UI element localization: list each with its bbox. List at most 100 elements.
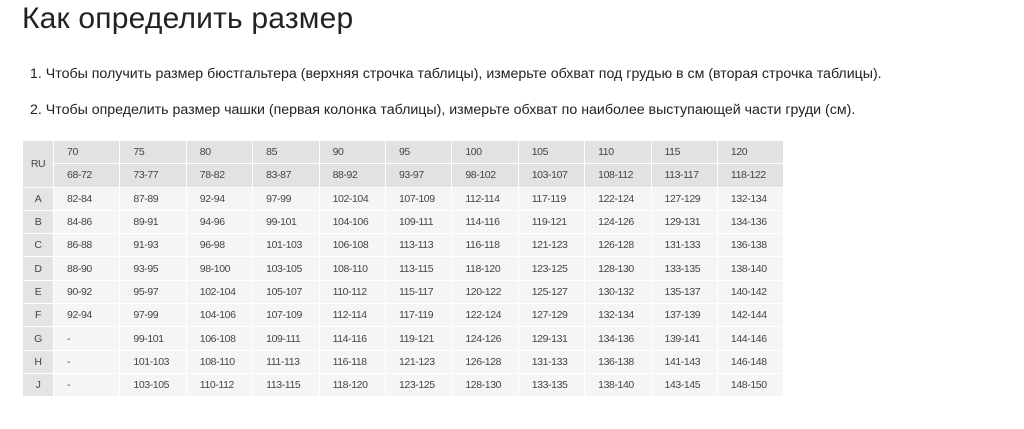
bust-cell: 87-89 xyxy=(119,186,187,211)
bust-cell: 122-124 xyxy=(451,303,519,328)
bust-cell: 128-130 xyxy=(451,372,519,398)
size-header-cell: 105 xyxy=(517,139,586,165)
bust-cell: 92-94 xyxy=(185,186,254,211)
bust-cell: 86-88 xyxy=(52,233,121,258)
bust-cell: 135-137 xyxy=(650,279,718,305)
bust-cell: 94-96 xyxy=(185,209,254,235)
bust-cell: 132-134 xyxy=(584,303,652,328)
instruction-step-1: 1. Чтобы получить размер бюстгальтера (в… xyxy=(30,66,882,82)
size-header-cell: 80 xyxy=(185,139,254,165)
bust-cell: 137-139 xyxy=(650,303,718,328)
cup-label: J xyxy=(22,372,54,398)
bust-cell: 146-148 xyxy=(716,349,785,374)
size-header-cell: 110 xyxy=(584,139,652,165)
bust-cell: 106-108 xyxy=(318,233,386,258)
bust-cell: - xyxy=(52,326,121,351)
bust-cell: 112-114 xyxy=(451,186,519,211)
bust-cell: 132-134 xyxy=(716,186,785,211)
underbust-cell: 88-92 xyxy=(318,163,386,188)
size-header-cell: 85 xyxy=(252,139,320,165)
header-row-underbust: 68-72 73-77 78-82 83-87 88-92 93-97 98-102 103-… xyxy=(23,163,785,188)
bust-cell: 116-118 xyxy=(318,349,386,374)
instruction-step-2: 2. Чтобы определить размер чашки (первая… xyxy=(30,102,856,118)
bust-cell: 126-128 xyxy=(451,349,519,374)
bust-cell: 134-136 xyxy=(584,326,652,351)
bust-cell: 142-144 xyxy=(716,303,785,328)
bust-cell: 124-126 xyxy=(584,209,652,235)
size-header-cell: 75 xyxy=(119,139,187,165)
underbust-cell: 98-102 xyxy=(451,163,519,188)
bust-cell: 116-118 xyxy=(451,233,519,258)
underbust-cell: 68-72 xyxy=(52,163,121,188)
bust-cell: 92-94 xyxy=(52,303,121,328)
size-chart-table: RU 70 75 80 85 90 95 100 105 110 115 120 68-72 73-77 7… xyxy=(22,139,785,398)
table-row: G -99-101 106-108 109-111 114-116 119-121 124-… xyxy=(22,326,785,351)
bust-cell: 141-143 xyxy=(650,349,718,374)
underbust-cell: 108-112 xyxy=(584,163,652,188)
bust-cell: 113-115 xyxy=(384,256,453,281)
bust-cell: 90-92 xyxy=(52,279,121,305)
bust-cell: 82-84 xyxy=(52,186,121,211)
cup-label: F xyxy=(22,303,54,328)
bust-cell: 133-135 xyxy=(650,256,718,281)
size-header-cell: 90 xyxy=(318,139,386,165)
bust-cell: 114-116 xyxy=(318,326,386,351)
bust-cell: 115-117 xyxy=(384,279,453,305)
size-header-cell: 100 xyxy=(451,139,519,165)
bust-cell: 123-125 xyxy=(517,256,586,281)
bust-cell: 148-150 xyxy=(716,372,785,398)
underbust-cell: 78-82 xyxy=(185,163,254,188)
bust-cell: 118-120 xyxy=(451,256,519,281)
bust-cell: 102-104 xyxy=(318,186,386,211)
page-title: Как определить размер xyxy=(22,2,354,35)
bust-cell: 118-120 xyxy=(318,372,386,398)
corner-label: RU xyxy=(22,140,54,188)
table-row: B 84-86 89-91 94-96 99-101 104-106 109-111 114-… xyxy=(22,209,785,235)
bust-cell: 108-110 xyxy=(318,256,386,281)
bust-cell: 119-121 xyxy=(517,209,586,235)
bust-cell: 93-95 xyxy=(119,256,187,281)
bust-cell: 133-135 xyxy=(517,372,586,398)
bust-cell: 139-141 xyxy=(650,326,718,351)
cup-label: C xyxy=(22,233,54,258)
table-row: J -103-105 110-112 113-115 118-120 123-125 128… xyxy=(22,372,785,398)
underbust-cell: 83-87 xyxy=(252,163,320,188)
bust-cell: 104-106 xyxy=(318,209,386,235)
bust-cell: 84-86 xyxy=(52,209,121,235)
bust-cell: 129-131 xyxy=(650,209,718,235)
bust-cell: 104-106 xyxy=(185,303,254,328)
bust-cell: 101-103 xyxy=(119,349,187,374)
table-row: E 90-92 95-97 102-104 105-107 110-112 115-117 1… xyxy=(22,279,785,305)
cup-label: D xyxy=(22,256,54,281)
bust-cell: 101-103 xyxy=(252,233,320,258)
bust-cell: 114-116 xyxy=(451,209,519,235)
table-row: F 92-94 97-99 104-106 107-109 112-114 117-119 1… xyxy=(22,303,785,328)
bust-cell: 123-125 xyxy=(384,372,453,398)
bust-cell: 121-123 xyxy=(517,233,586,258)
header-row-sizes: RU 70 75 80 85 90 95 100 105 110 115 120 xyxy=(22,139,785,188)
bust-cell: 122-124 xyxy=(584,186,652,211)
bust-cell: 134-136 xyxy=(716,209,785,235)
bust-cell: 107-109 xyxy=(384,186,453,211)
size-header-cell: 95 xyxy=(384,139,453,165)
bust-cell: 126-128 xyxy=(584,233,652,258)
bust-cell: 124-126 xyxy=(451,326,519,351)
cup-label: E xyxy=(22,279,54,305)
bust-cell: 110-112 xyxy=(185,372,254,398)
bust-cell: 89-91 xyxy=(119,209,187,235)
cup-label: H xyxy=(22,349,54,374)
bust-cell: 102-104 xyxy=(185,279,254,305)
underbust-cell: 73-77 xyxy=(119,163,187,188)
bust-cell: 109-111 xyxy=(252,326,320,351)
bust-cell: 109-111 xyxy=(384,209,453,235)
bust-cell: 103-105 xyxy=(119,372,187,398)
underbust-cell: 113-117 xyxy=(650,163,718,188)
bust-cell: 97-99 xyxy=(119,303,187,328)
bust-cell: 117-119 xyxy=(517,186,586,211)
bust-cell: 95-97 xyxy=(119,279,187,305)
underbust-cell: 103-107 xyxy=(517,163,586,188)
bust-cell: 99-101 xyxy=(252,209,320,235)
bust-cell: 136-138 xyxy=(716,233,785,258)
bust-cell: 138-140 xyxy=(716,256,785,281)
table-row: D 88-90 93-95 98-100 103-105 108-110 113-115 11… xyxy=(22,256,785,281)
